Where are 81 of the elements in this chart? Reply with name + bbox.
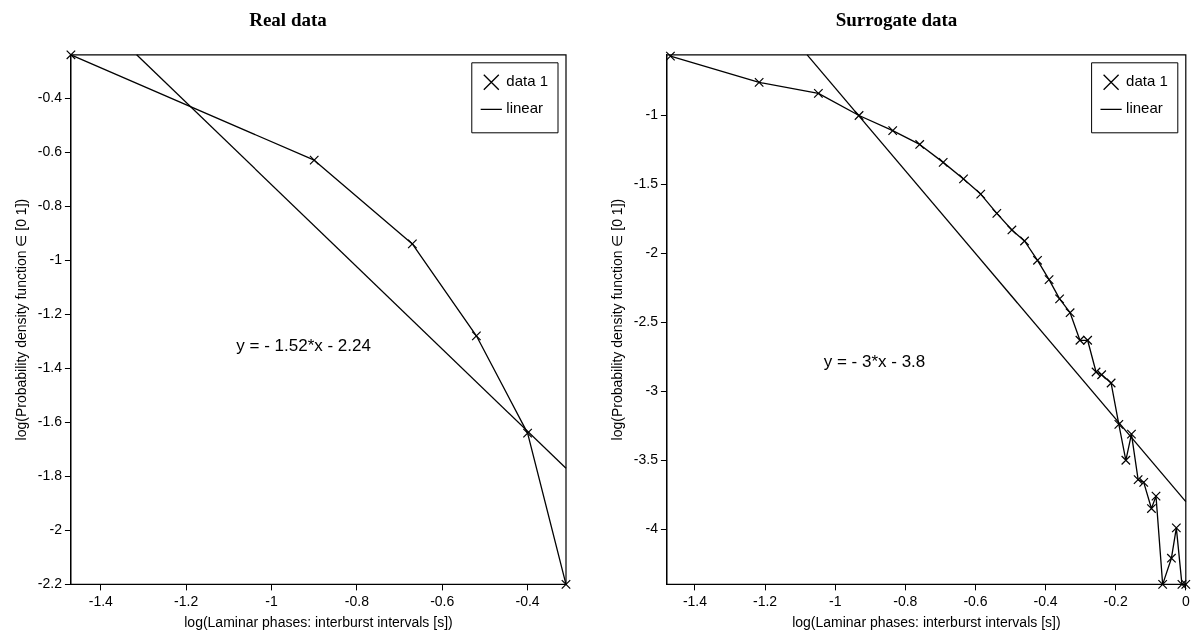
y-axis-title: log(Probability density function ∈ [0 1]) (13, 198, 30, 441)
chart-title: Surrogate data (835, 9, 958, 31)
point (991, 208, 1002, 219)
point (914, 139, 925, 150)
x-tick-label: -1 (828, 592, 842, 609)
point (522, 428, 533, 438)
point (1146, 503, 1157, 514)
y-tick-label: -2.5 (633, 313, 659, 330)
y-tick-label: -1 (645, 106, 659, 123)
x-tick-label: -0.4 (1033, 592, 1058, 609)
point (1177, 579, 1187, 590)
point (1151, 491, 1161, 501)
annotation: y = - 1.52*x - 2.24 (236, 335, 371, 355)
point (975, 189, 986, 199)
point (854, 110, 864, 121)
point (1007, 225, 1017, 235)
x-tick-label: -1 (265, 592, 278, 609)
legend-label: linear (1126, 99, 1163, 117)
y-tick-label: -4 (645, 520, 659, 537)
point (1166, 553, 1177, 564)
point (1171, 523, 1182, 533)
point (1180, 579, 1191, 590)
x-axis-title: log(Laminar phases: interburst intervals [s]) (792, 614, 1061, 631)
point (1106, 378, 1116, 388)
point (938, 157, 949, 168)
x-tick-label: -0.6 (963, 592, 988, 609)
y-tick-label: -2 (645, 244, 659, 261)
point (66, 49, 76, 60)
y-tick-label: -1.4 (37, 359, 63, 376)
x-tick-label: -1.4 (88, 592, 114, 609)
x-tick-label: -1.4 (682, 592, 708, 609)
point (754, 77, 764, 88)
point (1032, 255, 1043, 266)
y-tick-label: -0.4 (37, 88, 63, 105)
point (813, 88, 824, 99)
point (1065, 307, 1075, 318)
y-tick-label: -0.6 (37, 142, 63, 159)
y-tick-label: -1.2 (37, 305, 63, 322)
chart-title: Real data (249, 9, 328, 31)
x-tick-label: -1.2 (174, 592, 199, 609)
y-tick-label: -3.5 (633, 451, 659, 468)
annotation: y = - 3*x - 3.8 (823, 351, 926, 371)
x-tick-label: -1.2 (753, 592, 778, 609)
x-tick-label: 0 (1181, 592, 1190, 609)
x-axis-title: log(Laminar phases: interburst intervals [s]) (184, 614, 453, 631)
point (1121, 455, 1131, 466)
x-tick-label: -0.8 (344, 592, 370, 609)
y-tick-label: -1.8 (37, 467, 63, 484)
point (887, 125, 898, 136)
point (1082, 335, 1093, 346)
y-tick-label: -0.8 (37, 196, 63, 213)
point (561, 579, 571, 590)
legend-label: data 1 (1126, 72, 1168, 90)
legend-label: linear (506, 99, 543, 117)
y-tick-label: -2 (49, 521, 63, 538)
y-axis-title: log(Probability density function ∈ [0 1]) (609, 198, 626, 441)
point (407, 239, 418, 249)
point (1091, 367, 1101, 377)
legend-label: data 1 (506, 72, 549, 90)
x-tick-label: -0.8 (893, 592, 918, 609)
point (1044, 274, 1054, 285)
x-tick-label: -0.4 (515, 592, 540, 609)
y-tick-label: -3 (645, 382, 659, 399)
point (471, 330, 482, 341)
point (1113, 419, 1124, 430)
point (309, 155, 320, 166)
point (1157, 579, 1168, 590)
point (958, 174, 969, 184)
point (1096, 369, 1107, 380)
x-tick-label: -0.6 (430, 592, 455, 609)
point (1075, 335, 1085, 346)
y-tick-label: -1 (49, 251, 63, 268)
point (1054, 294, 1065, 304)
point (1126, 429, 1137, 439)
y-tick-label: -1.6 (37, 413, 63, 430)
point (1138, 477, 1149, 488)
point (1019, 236, 1030, 246)
y-tick-label: -1.5 (633, 175, 659, 192)
x-tick-label: -0.2 (1103, 592, 1128, 609)
y-tick-label: -2.2 (37, 575, 63, 592)
point (1133, 474, 1143, 485)
